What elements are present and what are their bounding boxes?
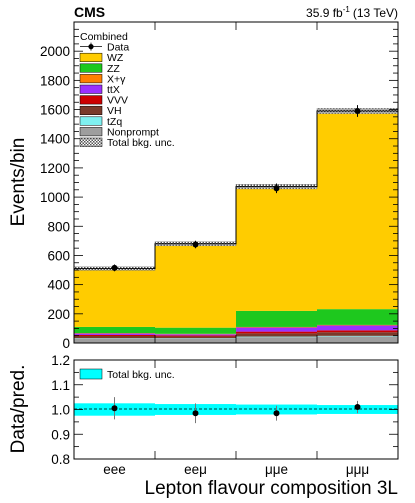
bar-vh-0 xyxy=(74,335,155,339)
legend-swatch-wz xyxy=(79,52,103,62)
data-point-3 xyxy=(354,108,361,115)
bar-vh-3 xyxy=(317,332,398,336)
ratio-ytick-label-3: 1.1 xyxy=(51,378,70,393)
bar-ttx-3 xyxy=(317,325,398,331)
data-point-0 xyxy=(111,264,118,271)
ytick-label-1400: 1400 xyxy=(40,132,70,147)
legend-label-data: Data xyxy=(107,42,129,54)
bar-wz-2 xyxy=(236,186,317,311)
legend-swatch-zz xyxy=(79,63,103,73)
bar-nonprompt-0 xyxy=(74,338,155,343)
bar-nonprompt-1 xyxy=(155,338,236,343)
bar-tzq-3 xyxy=(317,335,398,337)
ratio-legend-swatch xyxy=(79,368,103,380)
ratio-point-3 xyxy=(354,404,361,411)
lumi-superscript: -1 xyxy=(343,5,351,14)
ratio-ytick-label-1: 0.9 xyxy=(51,427,70,442)
ytick-label-600: 600 xyxy=(47,248,70,263)
legend-label-vh: VH xyxy=(107,105,122,117)
ratio-panel: 0.8 0.9 1.0 1.1 1.2 Total bkg. unc. xyxy=(51,353,399,467)
ratio-legend: Total bkg. unc. xyxy=(79,368,175,381)
ytick-label-200: 200 xyxy=(47,307,70,322)
ratio-y-axis-title: Data/pred. xyxy=(8,365,29,454)
bar-nonprompt-3 xyxy=(317,336,398,343)
bar-zz-1 xyxy=(155,327,236,334)
ytick-label-800: 800 xyxy=(47,219,70,234)
ratio-frame xyxy=(73,359,399,460)
ratio-ytick-label-4: 1.2 xyxy=(51,353,70,368)
bar-x-3 xyxy=(317,324,398,326)
category-label-0: eee xyxy=(103,462,126,477)
bar-ttx-0 xyxy=(74,333,155,335)
legend-swatch-tzq xyxy=(79,116,103,126)
legend-swatch-unc xyxy=(79,137,103,147)
category-label-3: μμμ xyxy=(346,462,369,477)
ratio-ytick-label-2: 1.0 xyxy=(51,403,70,418)
ytick-label-1800: 1800 xyxy=(40,73,70,88)
ytick-label-2000: 2000 xyxy=(40,44,70,59)
ytick-label-1600: 1600 xyxy=(40,103,70,118)
main-frame xyxy=(73,21,399,344)
legend-swatch-vvv xyxy=(79,95,103,105)
bar-vvv-0 xyxy=(74,334,155,336)
lumi-value: 35.9 fb xyxy=(306,6,343,20)
ytick-label-0: 0 xyxy=(62,336,70,351)
bar-vh-2 xyxy=(236,333,317,337)
legend-label-x: X+γ xyxy=(107,73,126,85)
legend-title: Combined xyxy=(80,31,128,43)
bar-ttx-2 xyxy=(236,327,317,332)
legend-data-marker xyxy=(88,44,94,50)
experiment-label: CMS xyxy=(74,4,105,20)
energy-value: (13 TeV) xyxy=(353,6,398,20)
lumi-label: 35.9 fb-1 (13 TeV) xyxy=(306,5,398,20)
ytick-label-1000: 1000 xyxy=(40,190,70,205)
main-panel: 0 200 400 600 800 1000 1200 1400 1600 1800 2000 Co… xyxy=(40,21,399,351)
ytick-label-1200: 1200 xyxy=(40,161,70,176)
bar-vh-1 xyxy=(155,336,236,339)
legend-swatch-ttx xyxy=(79,84,103,94)
legend-label-total-bkg-unc: Total bkg. unc. xyxy=(107,137,175,149)
bar-vvv-3 xyxy=(317,330,398,333)
data-point-1 xyxy=(192,241,199,248)
legend-swatch-nonprompt xyxy=(79,127,103,137)
bar-x-2 xyxy=(236,326,317,328)
ratio-point-2 xyxy=(273,410,280,417)
y-axis-title: Events/bin xyxy=(8,138,29,227)
bar-ttx-1 xyxy=(155,334,236,336)
ratio-point-0 xyxy=(111,405,118,412)
data-point-2 xyxy=(273,185,280,192)
ratio-ytick-label-0: 0.8 xyxy=(51,452,70,467)
bar-vvv-2 xyxy=(236,331,317,334)
ytick-label-400: 400 xyxy=(47,278,70,293)
bar-zz-0 xyxy=(74,326,155,334)
category-label-1: eeμ xyxy=(184,462,207,477)
legend-label-zz: ZZ xyxy=(107,63,120,75)
bar-wz-3 xyxy=(317,111,398,310)
bar-wz-1 xyxy=(155,243,236,328)
legend-label-tzq: tZq xyxy=(107,116,122,128)
category-label-2: μμe xyxy=(265,462,288,477)
bar-wz-0 xyxy=(74,268,155,327)
legend: CombinedDataWZZZX+γttXVVVVHtZqNonpromptT… xyxy=(79,31,175,149)
legend-swatch-x xyxy=(79,74,103,84)
legend-label-nonprompt: Nonprompt xyxy=(107,126,159,138)
bar-zz-3 xyxy=(317,309,398,325)
bar-vvv-1 xyxy=(155,335,236,337)
ratio-point-1 xyxy=(192,410,199,417)
bar-nonprompt-2 xyxy=(236,337,317,343)
x-axis-title: Lepton flavour composition 3L xyxy=(145,478,399,499)
legend-label-ttx: ttX xyxy=(107,84,120,96)
bar-zz-2 xyxy=(236,310,317,327)
bar-tzq-2 xyxy=(236,336,317,338)
ratio-legend-label: Total bkg. unc. xyxy=(107,369,175,381)
legend-label-vvv: VVV xyxy=(107,95,128,107)
legend-label-wz: WZ xyxy=(107,52,124,64)
legend-swatch-vh xyxy=(79,105,103,115)
